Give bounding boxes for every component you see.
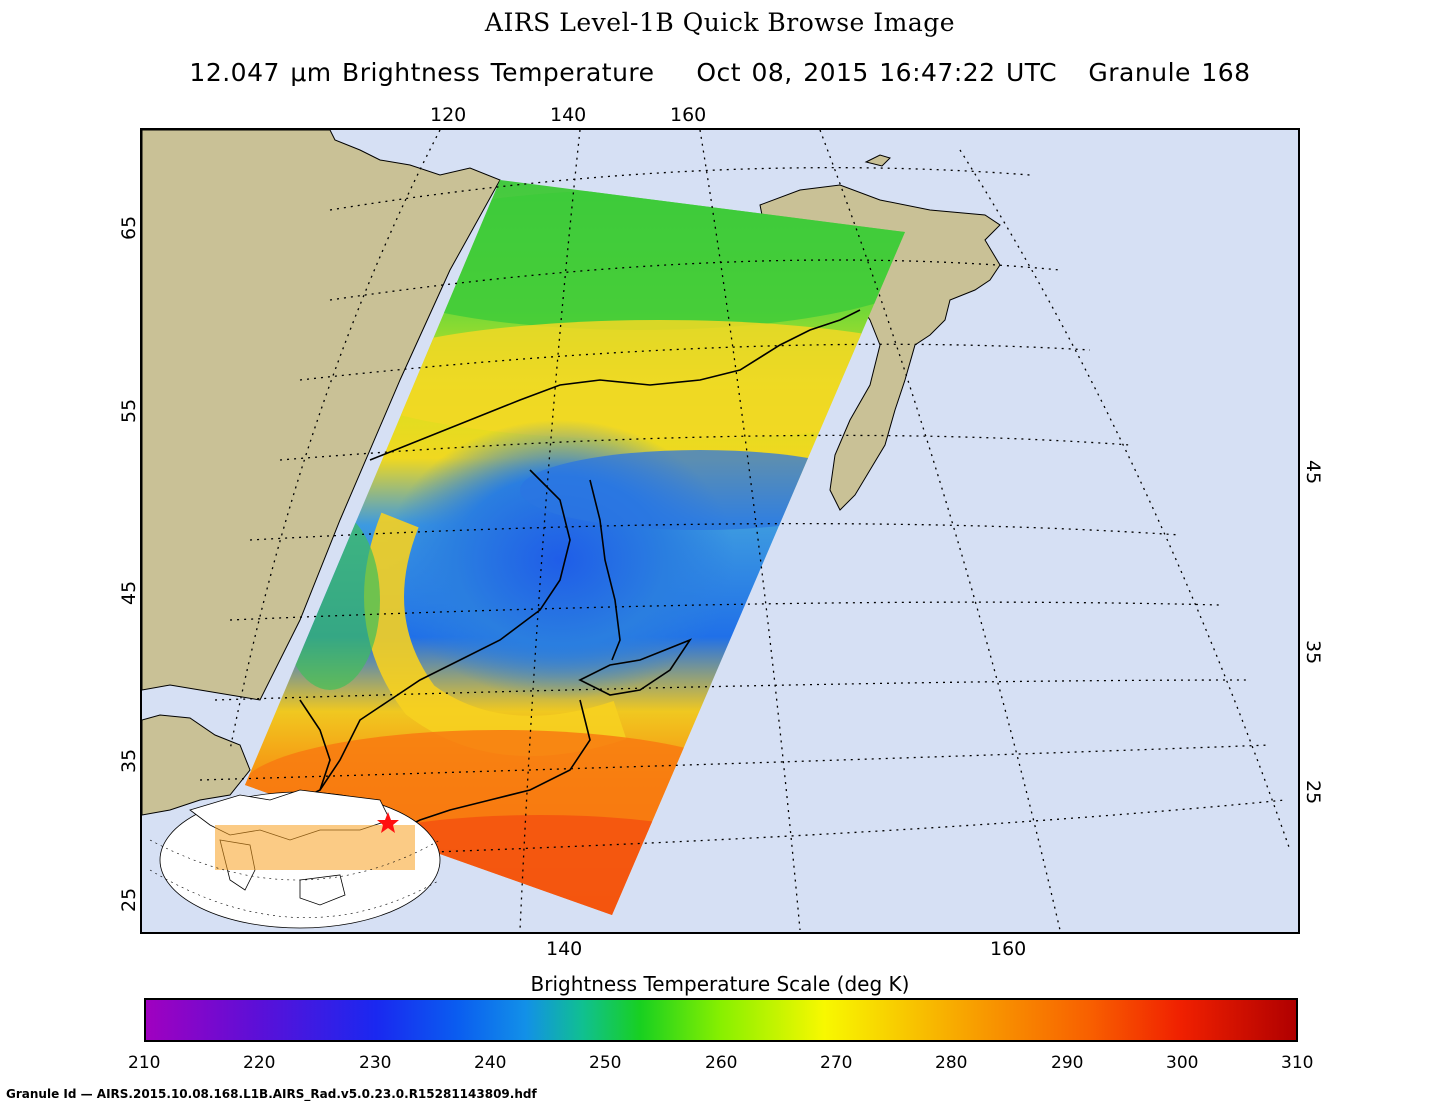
colorbar-tick: 260 bbox=[705, 1053, 738, 1073]
right-lat-tick: 25 bbox=[1302, 780, 1324, 805]
colorbar-tick: 290 bbox=[1051, 1053, 1084, 1073]
top-lon-tick: 160 bbox=[670, 104, 707, 126]
bottom-lon-tick: 160 bbox=[990, 938, 1027, 960]
coastline-sakhalin bbox=[589, 479, 621, 661]
land-small-island bbox=[864, 154, 891, 167]
colorbar-tick: 220 bbox=[243, 1053, 276, 1073]
top-lon-tick: 120 bbox=[430, 104, 467, 126]
inset-world-map bbox=[149, 789, 441, 929]
map-frame bbox=[140, 128, 1300, 934]
left-lat-tick: 55 bbox=[118, 398, 140, 423]
left-lat-tick: 45 bbox=[118, 580, 140, 605]
granule-id-text: Granule Id — AIRS.2015.10.08.168.L1B.AIR… bbox=[6, 1087, 537, 1101]
coastline-japan bbox=[399, 699, 591, 831]
swath-band-yellow bbox=[340, 320, 905, 440]
colorbar-tick: 210 bbox=[128, 1053, 161, 1073]
bottom-lon-tick: 140 bbox=[546, 938, 583, 960]
colorbar-tick: 280 bbox=[935, 1053, 968, 1073]
map-svg bbox=[142, 130, 1298, 932]
colorbar-tick: 250 bbox=[589, 1053, 622, 1073]
colorbar-tick: 300 bbox=[1166, 1053, 1199, 1073]
coastline-siberia bbox=[369, 309, 861, 461]
left-lat-tick: 65 bbox=[118, 215, 140, 240]
right-lat-tick: 35 bbox=[1302, 640, 1324, 665]
colorbar-tick: 270 bbox=[820, 1053, 853, 1073]
left-lat-tick: 25 bbox=[118, 887, 140, 912]
colorbar bbox=[144, 998, 1298, 1042]
coastline-hokkaido bbox=[578, 638, 693, 696]
left-lat-tick: 35 bbox=[118, 748, 140, 773]
colorbar-tick: 230 bbox=[359, 1053, 392, 1073]
coastline-mainland bbox=[319, 469, 571, 791]
colorbar-tick: 240 bbox=[474, 1053, 507, 1073]
land-china-coast bbox=[142, 714, 251, 816]
colorbar-tick: 310 bbox=[1281, 1053, 1314, 1073]
top-lon-tick: 140 bbox=[550, 104, 587, 126]
inset-location-marker bbox=[377, 812, 399, 833]
subtitle-band: 12.047 μm Brightness Temperature bbox=[189, 58, 655, 87]
right-lat-tick: 45 bbox=[1302, 460, 1324, 485]
page-title: AIRS Level-1B Quick Browse Image bbox=[484, 8, 956, 37]
land-asia-west bbox=[142, 130, 501, 701]
swath-band-green bbox=[340, 190, 905, 330]
colorbar-title: Brightness Temperature Scale (deg K) bbox=[530, 972, 910, 996]
page-subtitle: 12.047 μm Brightness Temperature Oct 08,… bbox=[0, 58, 1440, 87]
subtitle-datetime: Oct 08, 2015 16:47:22 UTC bbox=[696, 58, 1058, 87]
subtitle-granule: Granule 168 bbox=[1088, 58, 1251, 87]
